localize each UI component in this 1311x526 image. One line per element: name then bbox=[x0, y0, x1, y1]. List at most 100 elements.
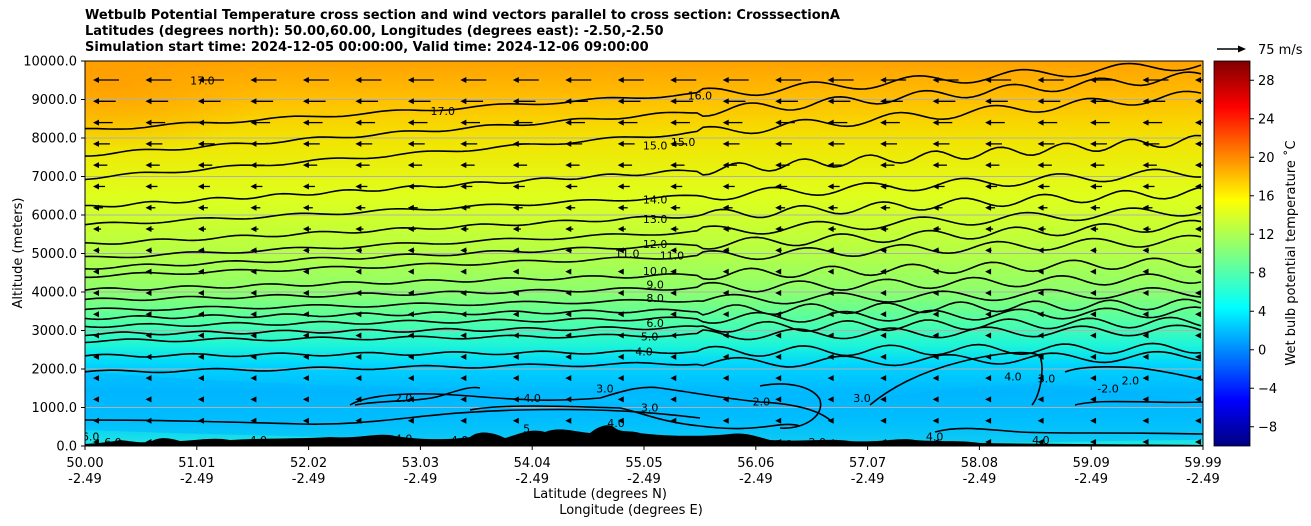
wind-vector-head bbox=[407, 289, 414, 296]
wind-vector-head bbox=[827, 119, 834, 126]
wind-vector-head bbox=[197, 140, 204, 147]
wind-vector-head bbox=[460, 417, 467, 424]
wind-vector-head bbox=[670, 98, 677, 105]
wind-vector-head bbox=[1037, 98, 1044, 105]
contour-line bbox=[85, 286, 1202, 312]
wind-vector-head bbox=[93, 247, 99, 254]
wind-vector-head bbox=[1195, 226, 1201, 233]
wind-vector-head bbox=[827, 375, 834, 382]
wind-vector-head bbox=[145, 332, 152, 339]
wind-vector-head bbox=[775, 417, 782, 424]
wind-vector-head bbox=[985, 268, 992, 275]
x-tick-label-lat: 59.09 bbox=[1073, 456, 1110, 471]
wind-vector-head bbox=[407, 311, 414, 318]
wind-vector-head bbox=[985, 375, 992, 382]
wind-vector-head bbox=[827, 140, 834, 147]
wind-vector-head bbox=[565, 183, 572, 190]
wind-vector-head bbox=[932, 268, 939, 275]
wind-vector-head bbox=[775, 98, 782, 105]
contour-label: 9.0 bbox=[646, 278, 664, 291]
quiver-key-label: 75 m/s bbox=[1258, 43, 1303, 58]
wind-vector-head bbox=[250, 289, 257, 296]
contour-line bbox=[85, 234, 1202, 279]
wind-vector-head bbox=[250, 77, 257, 83]
terrain bbox=[85, 425, 1203, 446]
wind-vector-head bbox=[617, 311, 624, 318]
wind-vector-head bbox=[1195, 311, 1201, 318]
wind-vector-head bbox=[302, 247, 309, 254]
wind-vector-head bbox=[93, 183, 99, 190]
wind-vector-head bbox=[145, 417, 152, 424]
wind-vector-head bbox=[460, 268, 467, 275]
wind-vector-head bbox=[617, 268, 624, 275]
wind-vector-head bbox=[250, 375, 257, 382]
wind-vector-head bbox=[670, 77, 677, 83]
x-tick-label-lon: -2.49 bbox=[627, 472, 661, 487]
wind-vector-head bbox=[565, 311, 572, 318]
wind-vector-head bbox=[512, 268, 519, 275]
wind-vector-head bbox=[512, 289, 519, 296]
wind-vector-head bbox=[565, 119, 572, 126]
wind-vector-head bbox=[1195, 98, 1201, 105]
wind-vector-head bbox=[775, 396, 782, 403]
wind-vector-head bbox=[512, 140, 519, 147]
wind-vector-head bbox=[250, 417, 257, 424]
contour-label: 2.0 bbox=[753, 396, 771, 409]
wind-vector-head bbox=[617, 289, 624, 296]
wind-vector-head bbox=[932, 396, 939, 403]
wind-vector-head bbox=[985, 77, 992, 83]
wind-vector-head bbox=[197, 247, 204, 254]
contour-label: 13.0 bbox=[643, 213, 668, 226]
wind-vector-head bbox=[1195, 289, 1201, 296]
wind-vector-head bbox=[1142, 268, 1149, 275]
wind-vector-head bbox=[355, 162, 362, 169]
wind-vector-head bbox=[1142, 311, 1149, 318]
wind-vector-head bbox=[302, 119, 309, 126]
colorbar-tick-label: 16 bbox=[1258, 189, 1275, 204]
wind-vector-head bbox=[250, 162, 257, 169]
colorbar-tick-label: −8 bbox=[1258, 420, 1277, 435]
contour-label: 14.0 bbox=[643, 194, 668, 207]
contour-label: 4.0 bbox=[1004, 371, 1022, 384]
wind-vector-head bbox=[355, 77, 362, 83]
wind-vector-head bbox=[250, 98, 257, 105]
wind-vector-head bbox=[617, 162, 624, 169]
wind-vector-head bbox=[670, 417, 677, 424]
wind-vector-head bbox=[932, 417, 939, 424]
wind-vector-head bbox=[1142, 140, 1149, 147]
wind-vector-head bbox=[670, 162, 677, 169]
contour-line bbox=[85, 219, 1202, 270]
x-tick-label-lon: -2.49 bbox=[68, 472, 102, 487]
wind-vector-head bbox=[197, 417, 204, 424]
wind-vector-head bbox=[145, 396, 152, 403]
wind-vector-head bbox=[302, 332, 309, 339]
contour-label: 4.0 bbox=[607, 417, 625, 430]
wind-vector-head bbox=[775, 247, 782, 254]
contour-line bbox=[934, 427, 1203, 435]
x-tick-label-lat: 52.02 bbox=[290, 456, 327, 471]
wind-vector-head bbox=[355, 98, 362, 105]
wind-vector-head bbox=[722, 226, 729, 233]
wind-vector-head bbox=[1037, 226, 1044, 233]
wind-vector-head bbox=[460, 353, 467, 360]
chart-title-line-1: Wetbulb Potential Temperature cross sect… bbox=[85, 8, 840, 23]
wind-vector-head bbox=[93, 140, 99, 147]
wind-vector-head bbox=[512, 417, 519, 424]
wind-vector-head bbox=[250, 226, 257, 233]
y-tick-label: 8000.0 bbox=[32, 132, 78, 147]
wind-vector-head bbox=[932, 204, 939, 211]
wind-vector-head bbox=[565, 375, 572, 382]
wind-vector-head bbox=[1090, 162, 1097, 169]
wind-vector-head bbox=[1090, 439, 1097, 445]
wind-vector-head bbox=[355, 247, 362, 254]
wind-vector-head bbox=[1142, 119, 1149, 126]
contour-label: 2.0 bbox=[395, 392, 413, 405]
wind-vector-head bbox=[932, 289, 939, 296]
wind-vector-head bbox=[827, 396, 834, 403]
x-tick-label-lat: 55.05 bbox=[625, 456, 662, 471]
y-axis: 0.0 1000.0 2000.0 3000.0 4000.0 5000.0 6000.0 7… bbox=[23, 55, 85, 455]
wind-vector-head bbox=[1037, 289, 1044, 296]
wind-vector-head bbox=[512, 353, 519, 360]
wind-vector-head bbox=[1037, 332, 1044, 339]
